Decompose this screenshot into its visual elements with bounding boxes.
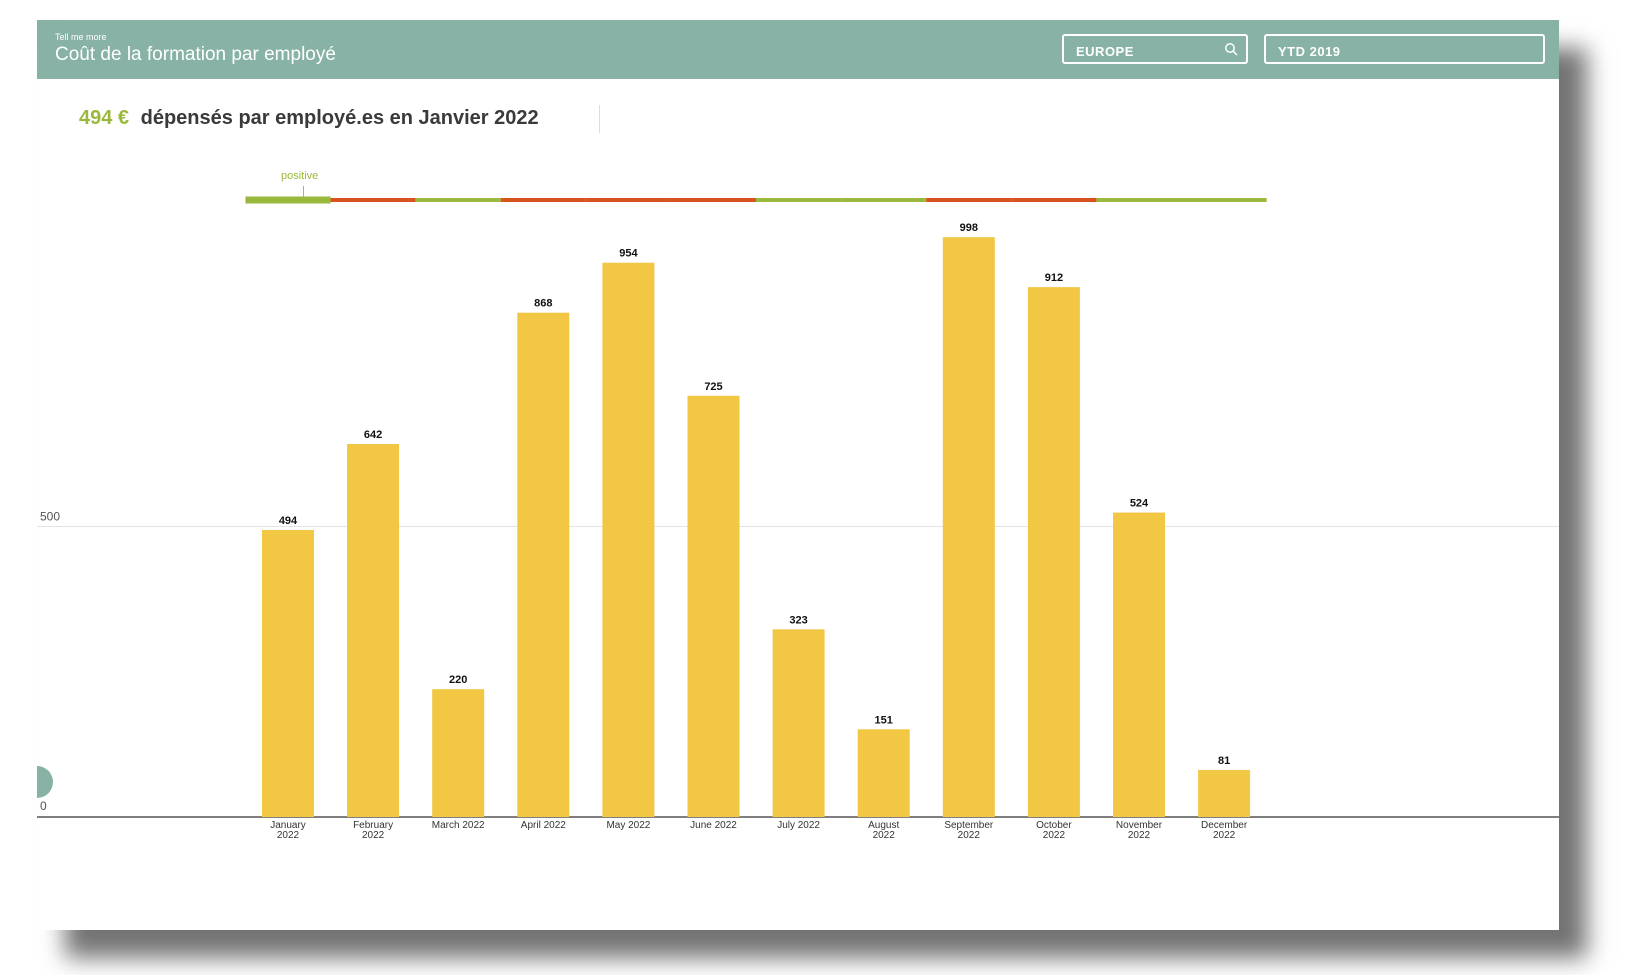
x-tick-label: 2022: [873, 830, 896, 841]
kpi-divider: [599, 105, 600, 133]
y-tick-label: 0: [40, 799, 47, 813]
tell-me-more-link[interactable]: Tell me more: [55, 32, 107, 42]
indicator-label: positive: [281, 170, 319, 182]
x-tick-label: February: [353, 820, 393, 831]
region-search-input[interactable]: EUROPE: [1062, 34, 1248, 64]
bar: [517, 312, 570, 817]
data-label: 323: [789, 614, 807, 626]
bar: [687, 395, 740, 817]
indicator-segment: [330, 198, 416, 202]
bar: [1027, 287, 1080, 817]
dashboard-card: Tell me more Coût de la formation par em…: [37, 20, 1559, 930]
x-tick-label: 2022: [1043, 830, 1066, 841]
indicator-segment: [1181, 198, 1267, 202]
bar: [432, 689, 485, 817]
data-label: 151: [875, 714, 893, 726]
bar: [602, 262, 655, 817]
indicator-segment: [245, 196, 331, 204]
indicator-segment: [415, 198, 501, 202]
x-tick-label: June 2022: [690, 820, 737, 831]
data-label: 998: [960, 222, 978, 234]
header-bar: Tell me more Coût de la formation par em…: [37, 20, 1559, 79]
indicator-tick: [303, 186, 304, 199]
indicator-segment: [841, 198, 927, 202]
bar: [942, 237, 995, 818]
kpi-summary: 494 € dépensés par employé.es en Janvier…: [79, 107, 539, 130]
x-tick-label: August: [868, 820, 899, 831]
region-filter-value: EUROPE: [1076, 44, 1134, 59]
x-tick-label: May 2022: [606, 820, 650, 831]
indicator-segment: [926, 198, 1012, 202]
indicator-segment: [756, 198, 842, 202]
x-tick-label: 2022: [362, 830, 385, 841]
data-label: 912: [1045, 272, 1063, 284]
data-label: 954: [619, 248, 638, 260]
bar: [1113, 512, 1165, 817]
x-tick-label: 2022: [277, 830, 300, 841]
indicator-segment: [1096, 198, 1182, 202]
indicator-segment: [500, 198, 586, 202]
x-tick-label: December: [1201, 820, 1248, 831]
bar: [772, 629, 825, 817]
data-label: 220: [449, 674, 467, 686]
page-title: Coût de la formation par employé: [55, 44, 336, 65]
bar: [347, 443, 400, 817]
period-filter[interactable]: YTD 2019: [1264, 34, 1545, 64]
x-tick-label: 2022: [958, 830, 981, 841]
x-tick-label: September: [944, 820, 994, 831]
x-tick-label: 2022: [1128, 830, 1151, 841]
x-tick-label: April 2022: [521, 820, 566, 831]
x-tick-label: October: [1036, 820, 1072, 831]
bar: [1198, 769, 1251, 817]
period-filter-value: YTD 2019: [1278, 44, 1341, 59]
indicator-segment: [585, 198, 671, 202]
indicator-segment: [670, 198, 757, 202]
search-icon[interactable]: [1224, 42, 1238, 56]
y-tick-label: 500: [40, 510, 60, 524]
x-tick-label: November: [1116, 820, 1163, 831]
indicator-segment: [1011, 198, 1097, 202]
x-tick-label: 2022: [1213, 830, 1236, 841]
kpi-text: dépensés par employé.es en Janvier 2022: [140, 107, 539, 129]
data-label: 524: [1130, 498, 1149, 510]
x-tick-label: March 2022: [432, 820, 485, 831]
data-label: 725: [704, 381, 722, 393]
x-tick-label: July 2022: [777, 820, 820, 831]
data-label: 494: [279, 515, 298, 527]
data-label: 81: [1218, 755, 1230, 767]
bar: [857, 729, 910, 817]
data-label: 868: [534, 298, 552, 310]
data-label: 642: [364, 429, 382, 441]
scroll-handle: [37, 766, 53, 798]
kpi-value: 494 €: [79, 107, 130, 129]
x-tick-label: January: [270, 820, 306, 831]
bar: [262, 529, 314, 817]
